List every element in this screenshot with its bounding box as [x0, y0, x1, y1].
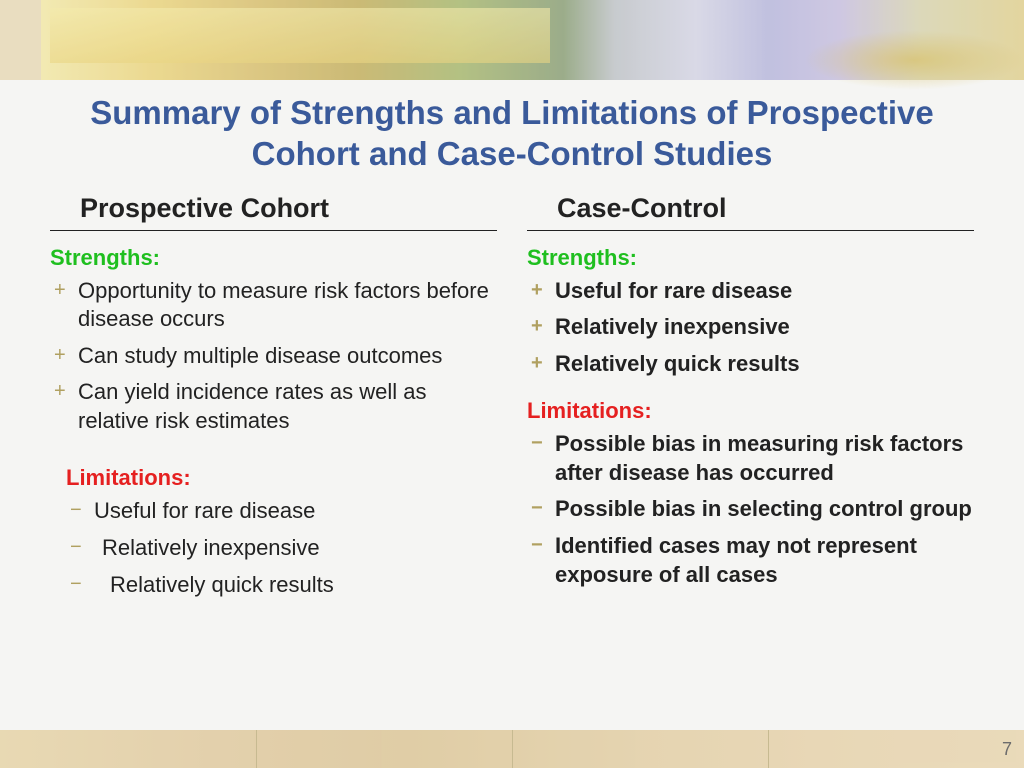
limitations-label-right: Limitations:: [527, 398, 974, 424]
slide-content: Summary of Strengths and Limitations of …: [0, 80, 1024, 619]
limitations-block-left: Limitations: Useful for rare disease Rel…: [50, 465, 497, 599]
list-item: Opportunity to measure risk factors befo…: [50, 277, 497, 334]
page-number: 7: [1002, 739, 1012, 760]
limitations-label-left: Limitations:: [66, 465, 497, 491]
strengths-list-left: Opportunity to measure risk factors befo…: [50, 277, 497, 436]
list-item: Relatively inexpensive: [527, 313, 974, 342]
column-case-control: Case-Control Strengths: Useful for rare …: [527, 193, 974, 620]
list-item: Identified cases may not represent expos…: [527, 532, 974, 589]
list-item: Relatively inexpensive: [66, 534, 497, 563]
strengths-label-right: Strengths:: [527, 245, 974, 271]
strengths-label-left: Strengths:: [50, 245, 497, 271]
decorative-footer: 7: [0, 730, 1024, 768]
column-prospective-cohort: Prospective Cohort Strengths: Opportunit…: [50, 193, 497, 620]
list-item: Relatively quick results: [66, 571, 497, 600]
list-item: Possible bias in selecting control group: [527, 495, 974, 524]
limitations-block-right: Limitations: Possible bias in measuring …: [527, 398, 974, 589]
list-item: Relatively quick results: [527, 350, 974, 379]
list-item: Useful for rare disease: [527, 277, 974, 306]
column-header-right: Case-Control: [527, 193, 974, 231]
list-item: Useful for rare disease: [66, 497, 497, 526]
limitations-list-left: Useful for rare disease Relatively inexp…: [66, 497, 497, 599]
column-header-left: Prospective Cohort: [50, 193, 497, 231]
list-item: Can study multiple disease outcomes: [50, 342, 497, 371]
columns-container: Prospective Cohort Strengths: Opportunit…: [50, 193, 974, 620]
decorative-banner: [0, 0, 1024, 80]
strengths-list-right: Useful for rare disease Relatively inexp…: [527, 277, 974, 379]
list-item: Possible bias in measuring risk factors …: [527, 430, 974, 487]
list-item: Can yield incidence rates as well as rel…: [50, 378, 497, 435]
slide-title: Summary of Strengths and Limitations of …: [50, 92, 974, 175]
limitations-list-right: Possible bias in measuring risk factors …: [527, 430, 974, 589]
